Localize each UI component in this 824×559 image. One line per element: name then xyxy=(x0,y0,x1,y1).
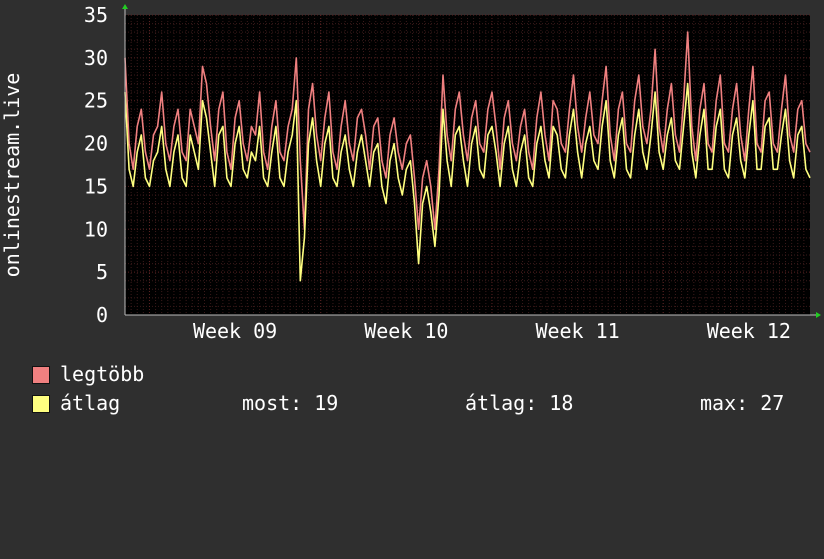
series-group xyxy=(124,31,811,282)
legend-swatch-atlag xyxy=(32,395,50,413)
x-tick-label: Week 11 xyxy=(535,319,619,343)
y-tick-label: 20 xyxy=(84,132,108,156)
series-line-atlag xyxy=(124,82,811,282)
y-tick-label: 15 xyxy=(84,174,108,198)
stat-current: most: 19 xyxy=(242,391,339,415)
axes xyxy=(122,4,821,318)
x-tick-label: Week 12 xyxy=(707,319,791,343)
legend-row-legtobb: legtöbb xyxy=(32,362,812,386)
x-tick-label: Week 10 xyxy=(364,319,448,343)
x-tick-labels: Week 09 Week 10 Week 11 Week 12 xyxy=(193,319,791,343)
series-line-legtobb xyxy=(124,31,811,231)
stat-average: átlag: 18 xyxy=(465,391,574,415)
legend-label-legtobb: legtöbb xyxy=(60,362,145,386)
x-tick-label: Week 09 xyxy=(193,319,277,343)
y-axis-arrow-icon xyxy=(122,4,128,9)
legend-label-atlag: átlag xyxy=(60,391,121,415)
y-tick-label: 25 xyxy=(84,89,108,113)
y-tick-label: 35 xyxy=(84,3,108,27)
stat-max: max: 27 xyxy=(700,391,785,415)
y-axis-label: onlinestream.live xyxy=(0,73,24,278)
y-tick-label: 5 xyxy=(96,260,108,284)
legend-swatch-legtobb xyxy=(32,366,50,384)
y-tick-label: 0 xyxy=(96,303,108,327)
y-tick-label: 10 xyxy=(84,217,108,241)
legend-row-atlag: átlag most: 19 átlag: 18 max: 27 xyxy=(32,391,812,415)
y-tick-label: 30 xyxy=(84,46,108,70)
grid xyxy=(125,14,810,315)
x-axis-arrow-icon xyxy=(816,312,821,318)
y-tick-labels: 0 5 10 15 20 25 30 35 xyxy=(84,3,108,327)
